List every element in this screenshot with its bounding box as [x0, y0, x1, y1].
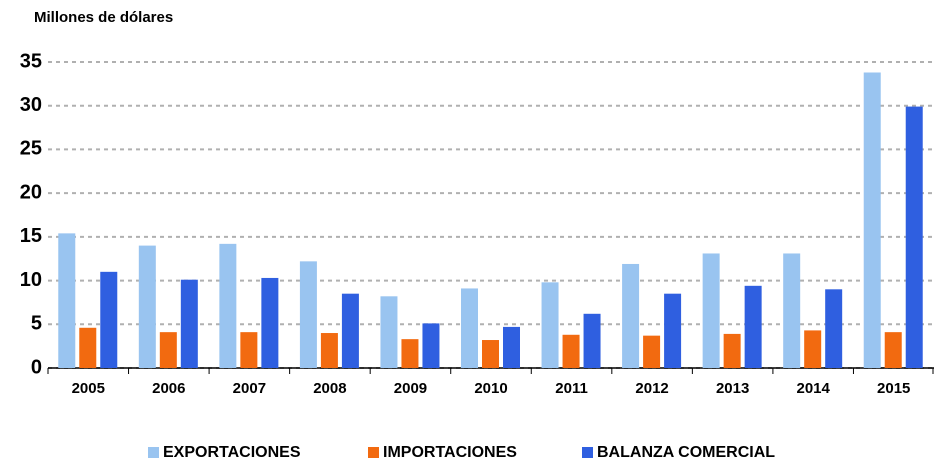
x-tick-label: 2010 [474, 380, 507, 397]
legend-swatch [368, 447, 379, 458]
legend-label: BALANZA COMERCIAL [597, 444, 775, 461]
bar [482, 340, 499, 368]
x-tick-label: 2014 [796, 380, 830, 397]
bar [138, 245, 156, 368]
bar [180, 279, 198, 368]
bar [562, 334, 580, 368]
bar [58, 233, 76, 368]
bar [783, 253, 801, 368]
y-tick-label: 35 [20, 50, 42, 72]
bar [159, 332, 177, 368]
bar [461, 288, 478, 368]
x-tick-label: 2015 [877, 380, 910, 397]
x-tick-label: 2009 [394, 380, 427, 397]
y-tick-label: 20 [20, 181, 42, 203]
legend-label: EXPORTACIONES [163, 444, 301, 461]
bar [863, 72, 881, 369]
bar [804, 330, 822, 368]
bar [401, 339, 419, 368]
x-tick-label: 2008 [313, 380, 346, 397]
x-tick-label: 2005 [72, 380, 105, 397]
bar [261, 277, 279, 368]
bar [299, 261, 317, 368]
y-tick-label: 10 [20, 269, 42, 291]
bar [664, 293, 682, 368]
y-tick-label: 5 [31, 313, 42, 335]
bar [240, 332, 258, 368]
legend-swatch [582, 447, 593, 458]
bar [723, 333, 741, 368]
bar [643, 335, 661, 368]
y-tick-label: 15 [20, 225, 42, 247]
y-tick-label: 30 [20, 94, 42, 116]
x-tick-label: 2011 [555, 380, 588, 397]
legend-swatch [148, 447, 159, 458]
legend-label: IMPORTACIONES [383, 444, 517, 461]
bar [341, 293, 359, 368]
bar [320, 333, 338, 368]
bar [622, 263, 640, 368]
bar [380, 296, 398, 368]
y-tick-label: 25 [20, 138, 42, 160]
bar [744, 285, 762, 368]
x-tick-label: 2013 [716, 380, 749, 397]
bar [825, 289, 843, 368]
bar [422, 323, 440, 368]
bar [583, 313, 601, 368]
bar [905, 106, 923, 369]
bar [541, 282, 559, 368]
chart-title: Millones de dólares [34, 9, 173, 26]
x-tick-label: 2007 [233, 380, 266, 397]
bar [100, 271, 118, 368]
bar [884, 332, 902, 368]
x-tick-label: 2012 [635, 380, 668, 397]
x-tick-label: 2006 [152, 380, 185, 397]
bar [219, 243, 237, 368]
bar [702, 253, 720, 368]
bar [503, 326, 520, 368]
bar [79, 327, 97, 368]
y-tick-label: 0 [31, 356, 42, 378]
